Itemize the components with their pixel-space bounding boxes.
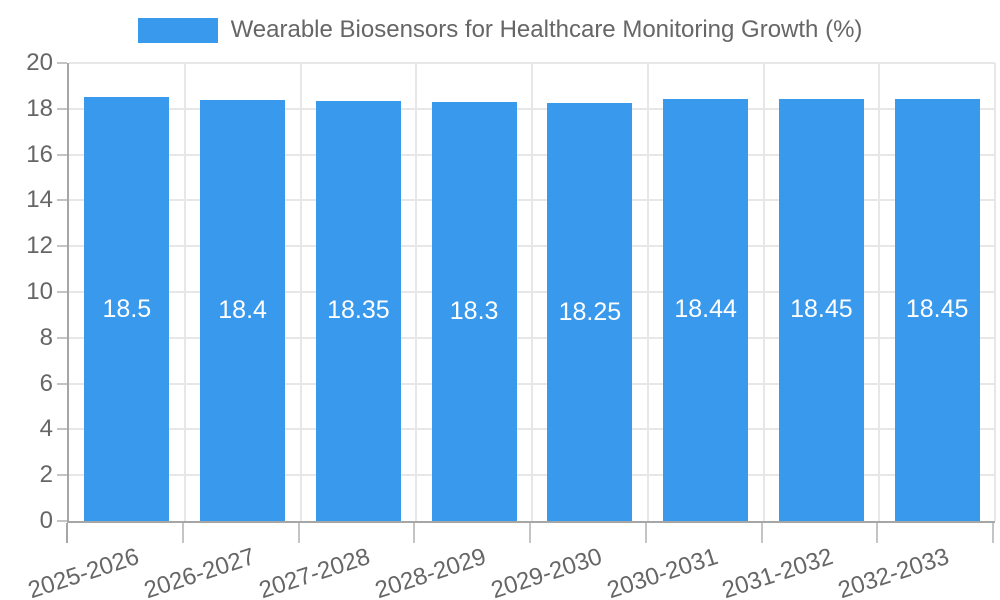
- y-axis-tick: [57, 153, 67, 156]
- gridline-vertical: [762, 63, 765, 521]
- y-axis-tick: [57, 291, 67, 293]
- y-axis-tick-label: 6: [39, 369, 53, 397]
- bar-value-label: 18.45: [790, 295, 853, 324]
- y-axis-tick: [57, 245, 67, 248]
- legend-item[interactable]: Wearable Biosensors for Healthcare Monit…: [137, 16, 863, 44]
- bar-2030-2031: 18.44: [663, 98, 749, 521]
- x-axis-tick: [876, 523, 879, 543]
- legend-color-swatch: [137, 17, 218, 43]
- bar-value-label: 18.5: [102, 294, 152, 323]
- bar-2027-2028: 18.35: [315, 100, 401, 521]
- bar-value-label: 18.45: [905, 295, 969, 324]
- x-axis-tick: [760, 523, 763, 543]
- bar-2028-2029: 18.3: [431, 101, 517, 521]
- bar-value-label: 18.35: [327, 296, 390, 325]
- y-axis-tick-label: 8: [39, 323, 53, 351]
- bar-2031-2032: 18.45: [778, 98, 864, 521]
- gridline-vertical: [994, 63, 996, 521]
- bar-value-label: 18.25: [558, 297, 622, 326]
- x-axis-tick: [297, 523, 300, 543]
- bar-value-label: 18.3: [449, 296, 499, 325]
- y-axis-tick: [57, 382, 67, 385]
- x-axis-tick: [992, 523, 994, 543]
- bar-2029-2030: 18.25: [547, 103, 633, 521]
- bar-2025-2026: 18.5: [84, 97, 170, 521]
- y-axis-tick: [57, 336, 67, 339]
- y-axis-tick-label: 20: [26, 49, 53, 76]
- y-axis-tick: [57, 107, 67, 110]
- y-axis-tick: [57, 474, 67, 477]
- y-axis-tick-label: 2: [39, 461, 53, 489]
- y-axis-tick-label: 12: [26, 232, 53, 260]
- bar-2026-2027: 18.4: [200, 99, 286, 521]
- y-axis-tick: [57, 428, 67, 431]
- x-axis-tick: [529, 523, 531, 543]
- gridline-vertical: [646, 63, 649, 521]
- chart-legend: Wearable Biosensors for Healthcare Monit…: [0, 16, 1000, 44]
- bar-value-label: 18.4: [218, 295, 267, 324]
- y-axis-tick-label: 4: [39, 415, 53, 443]
- y-axis-tick: [57, 62, 67, 64]
- y-axis-tick: [57, 199, 67, 202]
- y-axis-tick-label: 10: [26, 278, 53, 305]
- y-axis-tick-label: 14: [26, 186, 53, 214]
- bar-2032-2033: 18.45: [894, 98, 980, 521]
- x-axis-tick: [66, 523, 68, 543]
- y-axis-tick-label: 18: [26, 94, 53, 122]
- x-axis-tick: [181, 523, 184, 543]
- y-axis-tick-label: 0: [39, 507, 53, 534]
- gridline-vertical: [183, 63, 186, 521]
- legend-label: Wearable Biosensors for Healthcare Monit…: [230, 16, 863, 43]
- x-axis-tick: [413, 523, 416, 543]
- plot-area: 18.5 18.4 18.35 18.3 18.25 18.44 18.45 18.45: [67, 62, 996, 523]
- y-axis-tick: [57, 520, 67, 522]
- y-axis-tick-label: 16: [26, 140, 53, 168]
- bar-value-label: 18.44: [674, 295, 737, 324]
- x-axis-tick: [644, 523, 647, 543]
- gridline-vertical: [415, 63, 418, 521]
- gridline-vertical: [299, 63, 302, 521]
- gridline-vertical: [878, 63, 881, 521]
- gridline-vertical: [531, 63, 533, 521]
